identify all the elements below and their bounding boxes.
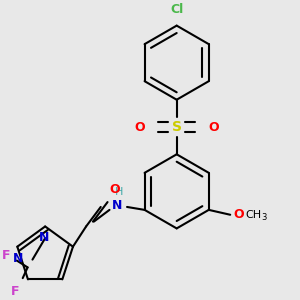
- Text: H: H: [115, 187, 123, 197]
- Text: N: N: [39, 231, 50, 244]
- Text: O: O: [110, 183, 120, 196]
- Text: Cl: Cl: [170, 3, 183, 16]
- Text: O: O: [134, 121, 145, 134]
- Text: F: F: [11, 285, 20, 298]
- Text: O: O: [233, 208, 244, 221]
- Text: N: N: [13, 251, 23, 265]
- Text: F: F: [2, 249, 10, 262]
- Text: CH: CH: [246, 210, 262, 220]
- Text: S: S: [172, 120, 182, 134]
- Text: 3: 3: [261, 213, 267, 222]
- Text: N: N: [112, 199, 122, 212]
- Text: O: O: [209, 121, 220, 134]
